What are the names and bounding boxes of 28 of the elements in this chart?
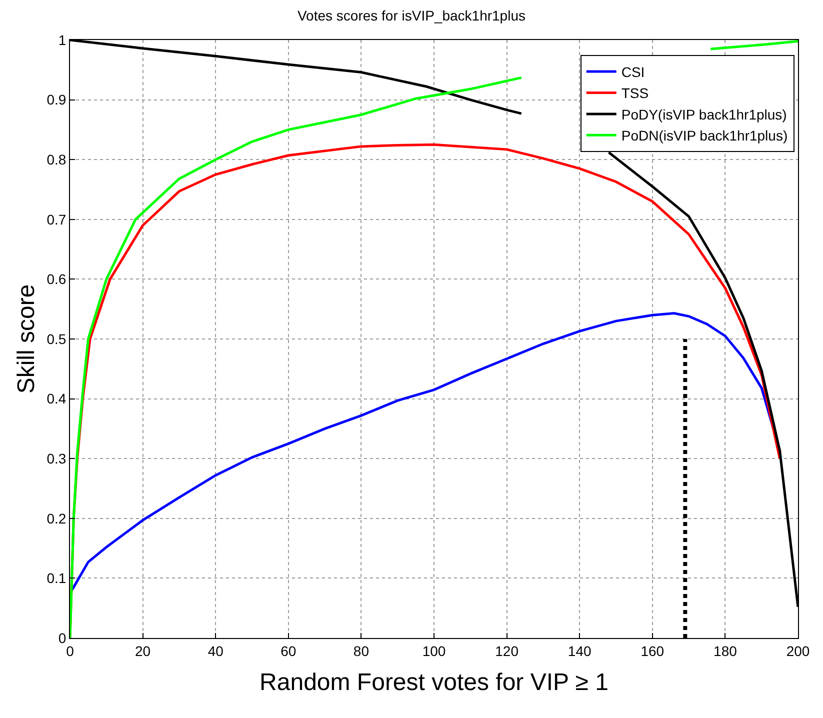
x-tick-label: 40 bbox=[208, 642, 224, 659]
y-tick-label: 0.2 bbox=[46, 510, 66, 526]
x-tick-label: 20 bbox=[135, 642, 151, 659]
legend-label: CSI bbox=[621, 64, 645, 80]
legend-label: PoDY(isVIP back1hr1plus) bbox=[621, 106, 787, 122]
legend-label: PoDN(isVIP back1hr1plus) bbox=[621, 128, 788, 144]
x-tick-label: 200 bbox=[786, 642, 810, 659]
y-tick-label: 0 bbox=[58, 630, 66, 646]
y-tick-label: 0.5 bbox=[46, 330, 66, 347]
x-axis-title: Random Forest votes for VIP ≥ 1 bbox=[260, 669, 608, 696]
x-tick-label: 60 bbox=[280, 642, 296, 659]
chart-title: Votes scores for isVIP_back1hr1plus bbox=[297, 8, 526, 24]
legend-label: TSS bbox=[621, 85, 649, 102]
y-axis-title: Skill score bbox=[12, 284, 40, 394]
x-tick-label: 140 bbox=[568, 642, 592, 659]
y-tick-label: 0.3 bbox=[46, 450, 66, 466]
y-tick-label: 0.7 bbox=[46, 211, 66, 228]
y-tick-label: 0.8 bbox=[46, 152, 66, 168]
y-tick-label: 0.1 bbox=[46, 570, 66, 586]
y-tick-label: 1 bbox=[58, 32, 66, 48]
x-tick-label: 100 bbox=[422, 642, 446, 659]
y-tick-label: 0.9 bbox=[46, 92, 66, 108]
x-tick-label: 160 bbox=[640, 642, 664, 659]
x-tick-label: 180 bbox=[714, 642, 738, 659]
y-tick-label: 0.4 bbox=[46, 390, 66, 407]
y-tick-label: 0.6 bbox=[46, 271, 66, 288]
x-tick-label: 120 bbox=[495, 642, 519, 659]
x-tick-label: 80 bbox=[353, 642, 370, 659]
